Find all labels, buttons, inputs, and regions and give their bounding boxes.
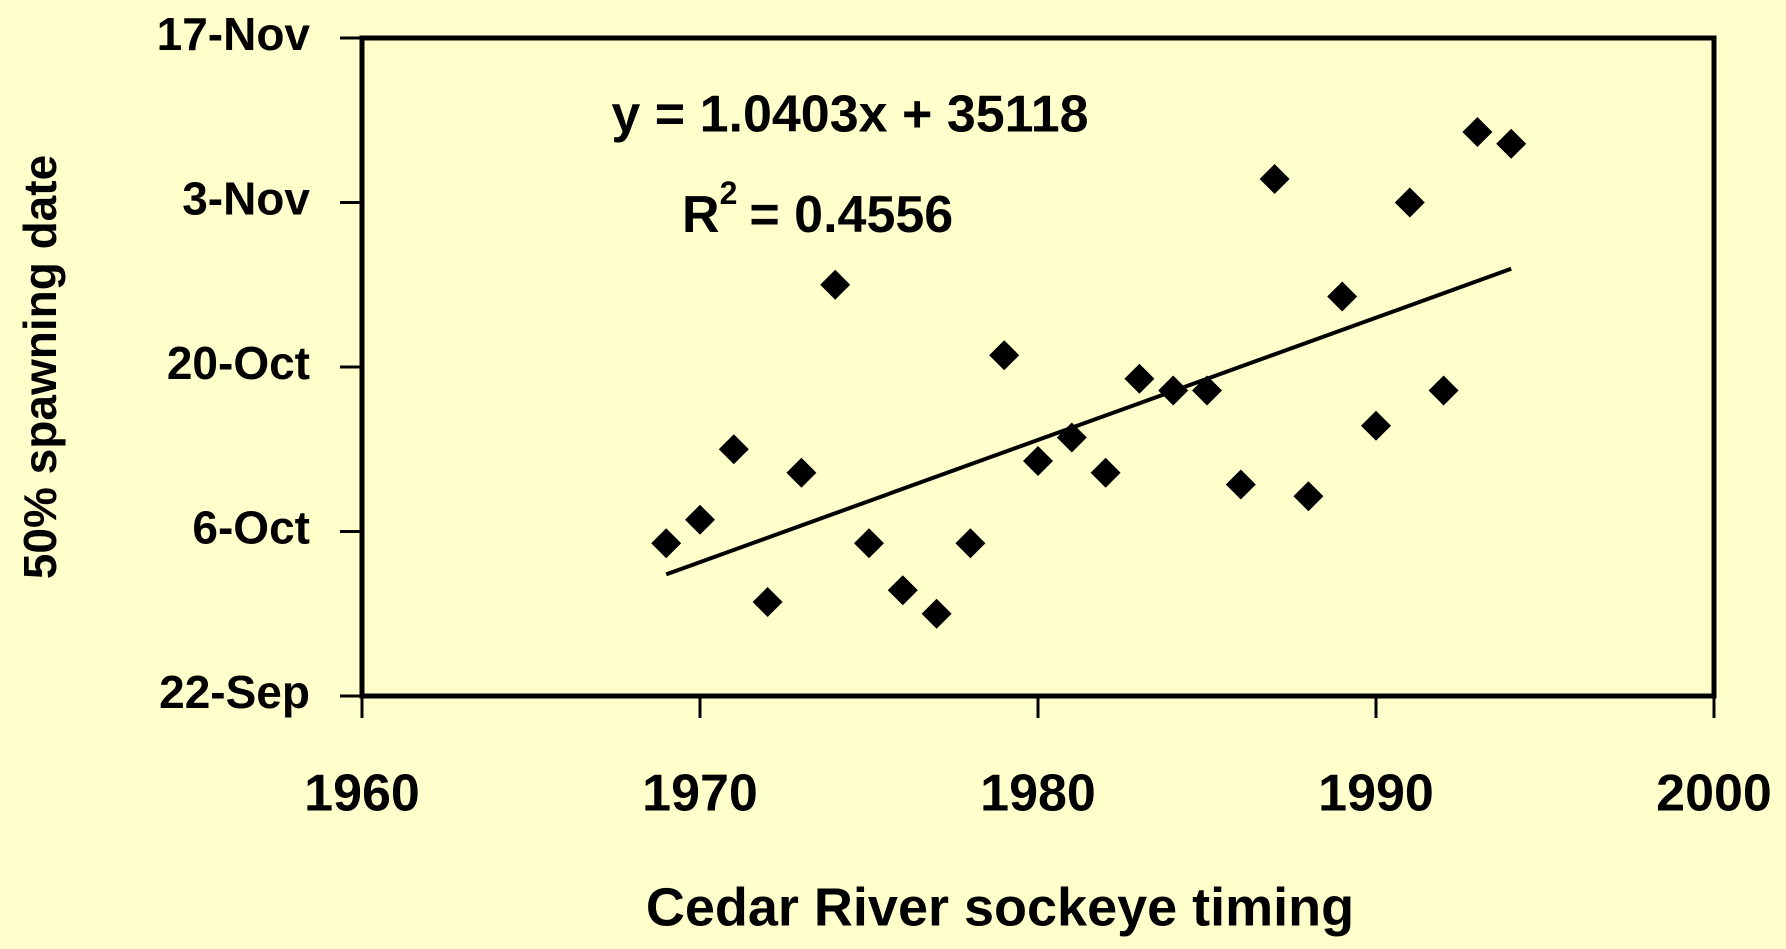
point — [1192, 375, 1222, 406]
point — [685, 504, 715, 535]
point — [921, 598, 952, 629]
point — [651, 528, 682, 559]
equation: y = 1.0403x + 35118 — [611, 86, 1088, 144]
point — [1394, 187, 1425, 218]
x-tick-label: 1980 — [980, 765, 1096, 823]
point — [1428, 375, 1459, 406]
x-tick-label: 1970 — [642, 765, 758, 823]
r-squared: R2 = 0.4556 — [682, 175, 953, 243]
y-tick-label: 3-Nov — [182, 173, 310, 225]
r-rest: = 0.4556 — [749, 186, 953, 244]
point — [1056, 422, 1087, 453]
x-tick-label: 2000 — [1656, 765, 1772, 823]
point — [1293, 481, 1324, 512]
y-axis-label: 50% spawning date — [14, 155, 66, 579]
point — [1023, 446, 1053, 476]
point — [1158, 375, 1189, 406]
point — [989, 340, 1020, 371]
point — [887, 575, 918, 606]
x-tick-label: 1990 — [1318, 765, 1434, 823]
r-sup: 2 — [720, 175, 738, 211]
x-tick-label: 1960 — [304, 765, 420, 823]
y-tick-label: 17-Nov — [157, 8, 311, 60]
r-base: R — [682, 186, 720, 244]
point — [718, 434, 749, 465]
y-tick-label: 22-Sep — [159, 666, 310, 718]
point — [1259, 164, 1290, 194]
point — [1124, 363, 1155, 394]
point — [854, 528, 884, 559]
point — [955, 528, 986, 559]
point — [820, 269, 851, 300]
point — [1225, 469, 1256, 500]
point — [1090, 457, 1121, 488]
trendline — [665, 266, 1512, 577]
point — [1327, 281, 1358, 312]
point — [1462, 117, 1493, 147]
point — [752, 587, 783, 617]
point — [1361, 410, 1391, 441]
y-tick-label: 6-Oct — [192, 502, 310, 554]
x-axis-label: Cedar River sockeye timing — [646, 877, 1354, 937]
point — [1496, 128, 1527, 159]
point — [786, 457, 817, 488]
y-tick-label: 20-Oct — [167, 337, 310, 389]
